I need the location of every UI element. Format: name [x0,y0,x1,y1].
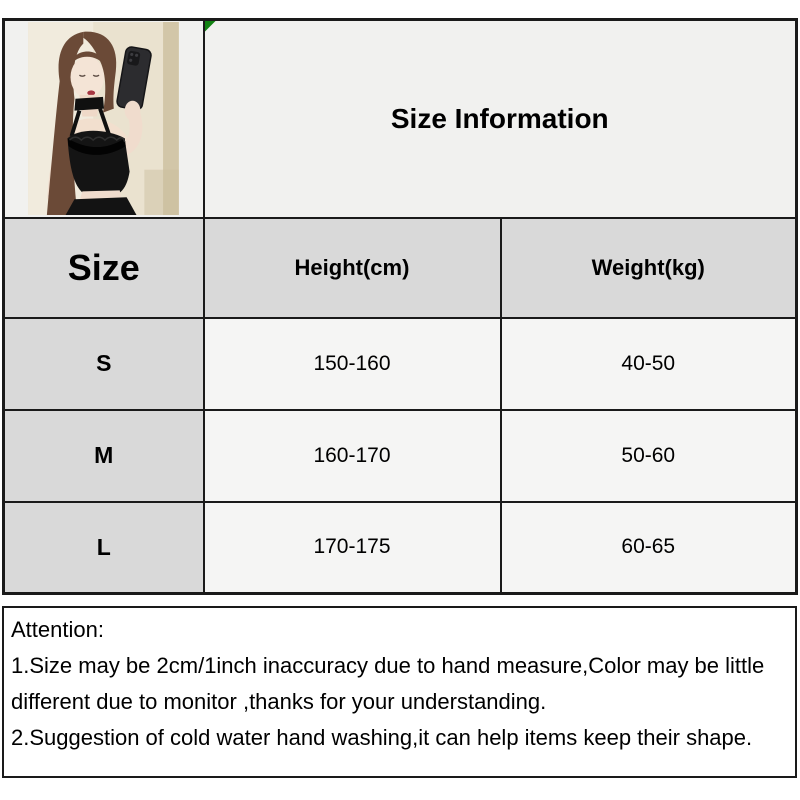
height-cell-l: 170-175 [202,500,502,595]
attention-note-2: 2.Suggestion of cold water hand washing,… [11,725,753,750]
table-header-row: Size Height(cm) Weight(kg) [2,216,798,319]
title-row: Size Information [2,18,798,219]
size-table: Size Information Size Height(cm) Weight(… [2,18,799,595]
product-photo-cell [2,18,205,219]
weight-cell-m: 50-60 [499,408,798,503]
product-photo [27,22,180,215]
model-selfie-illustration [28,22,180,215]
comment-marker-icon [204,21,216,32]
size-cell-m: M [2,408,205,503]
weight-cell-s: 40-50 [499,316,798,411]
table-row-l: L 170-175 60-65 [2,500,798,595]
column-header-height: Height(cm) [202,216,502,319]
table-row-s: S 150-160 40-50 [2,316,798,411]
attention-box: Attention: 1.Size may be 2cm/1inch inacc… [2,606,797,778]
height-cell-m: 160-170 [202,408,502,503]
height-cell-s: 150-160 [202,316,502,411]
table-row-m: M 160-170 50-60 [2,408,798,503]
attention-heading: Attention: [11,617,104,642]
column-header-weight: Weight(kg) [499,216,798,319]
weight-cell-l: 60-65 [499,500,798,595]
size-cell-l: L [2,500,205,595]
size-cell-s: S [2,316,205,411]
column-header-size: Size [2,216,205,319]
attention-note-1: 1.Size may be 2cm/1inch inaccuracy due t… [11,653,765,714]
title-cell: Size Information [202,18,798,219]
page-title: Size Information [390,102,609,134]
